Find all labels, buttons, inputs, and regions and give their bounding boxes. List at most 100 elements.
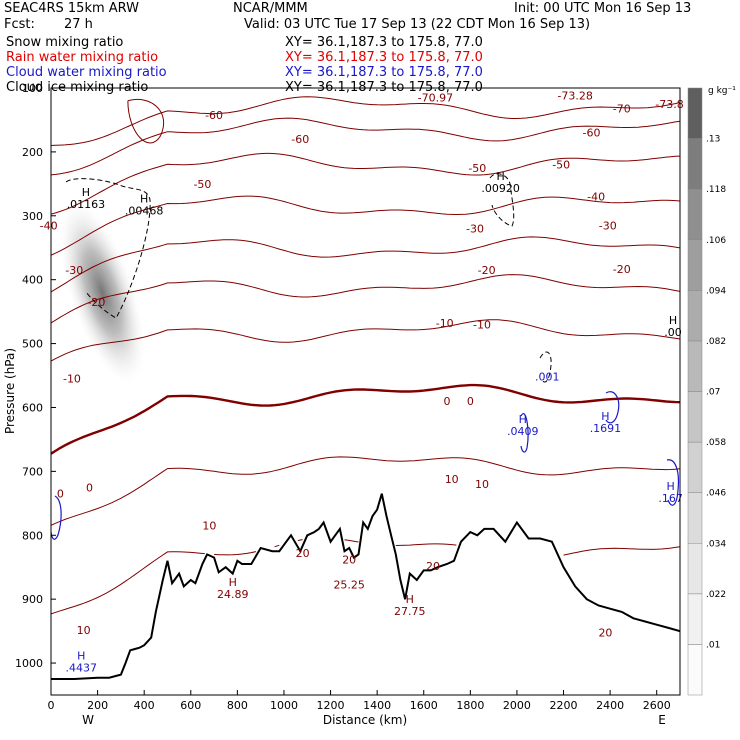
x-tick-label: 2200 — [550, 699, 578, 712]
maximum-value: 27.75 — [394, 605, 426, 618]
colorbar-label: .082 — [706, 337, 726, 347]
maximum-symbol: H — [82, 186, 90, 199]
contour-label: -50 — [552, 159, 570, 172]
y-tick-label: 900 — [22, 593, 43, 606]
x-tick-label: 800 — [227, 699, 248, 712]
contour-label: 20 — [342, 554, 356, 567]
contour-label: 10 — [77, 624, 91, 637]
isotherm-contour — [51, 236, 680, 293]
field-cloud-water-label: Cloud water mixing ratio — [6, 65, 167, 80]
maximum-marker: .001 — [535, 371, 560, 384]
contour-label: -40 — [40, 219, 58, 232]
x-axis-label: Distance (km) — [323, 713, 407, 727]
colorbar-label: .022 — [706, 590, 726, 600]
maximum-symbol: H — [140, 193, 148, 206]
contour-label: -60 — [205, 109, 223, 122]
colorbar-label: .094 — [706, 286, 726, 296]
y-tick-label: 800 — [22, 529, 43, 542]
colorbar-swatch — [687, 340, 703, 392]
contour-label: -30 — [466, 223, 484, 236]
maximum-value: .00 — [664, 326, 682, 339]
maximum-symbol: H — [406, 593, 414, 606]
x-tick-label: 1000 — [270, 699, 298, 712]
maximum-marker: H.4437 — [66, 649, 98, 674]
contour-label: 10 — [202, 520, 216, 533]
contour-label: -73.28 — [557, 90, 592, 103]
colorbar-swatch — [687, 441, 703, 493]
x-tick-label: 200 — [87, 699, 108, 712]
isotherm-contour — [51, 117, 680, 176]
maximum-marker: H.1691 — [590, 410, 622, 435]
x-tick-label: 2400 — [596, 699, 624, 712]
cloud-water-contour — [520, 413, 529, 453]
maximum-value: 25.25 — [333, 578, 365, 591]
colorbar-swatch — [687, 492, 703, 544]
colorbar-label: .034 — [706, 539, 726, 549]
snow-mixing-ratio-field — [59, 201, 145, 384]
contour-label: 20 — [598, 626, 612, 639]
maximum-marker: H27.75 — [394, 593, 426, 618]
maximum-value: .167 — [658, 492, 683, 505]
maximum-symbol: H — [496, 170, 504, 183]
contour-label: -60 — [582, 127, 600, 140]
isotherm-contour — [51, 195, 680, 256]
contour-label: -20 — [87, 296, 105, 309]
colorbar-label: .106 — [706, 236, 726, 246]
contour-label: 0 — [57, 488, 64, 501]
x-tick-label: 1200 — [317, 699, 345, 712]
contour-label: -60 — [291, 133, 309, 146]
x-tick-label: 1400 — [363, 699, 391, 712]
x-tick-label: 600 — [180, 699, 201, 712]
y-tick-label: 500 — [22, 338, 43, 351]
colorbar-title: g kg⁻¹ — [708, 86, 736, 96]
field-rain-label: Rain water mixing ratio — [6, 50, 159, 65]
maximum-value: .0409 — [507, 425, 539, 438]
maximum-marker: H.00920 — [481, 170, 520, 195]
maximum-value: .4437 — [66, 661, 98, 674]
cloud-water-contour — [51, 495, 62, 540]
colorbar-label: .046 — [706, 489, 726, 499]
maximum-value: .01163 — [67, 198, 106, 211]
isotherm-contour — [51, 96, 680, 146]
maximum-marker: H.00468 — [125, 193, 164, 218]
maximum-marker: H.01163 — [67, 186, 106, 211]
maximum-symbol: H — [667, 480, 675, 493]
xy-cloud-water: XY= 36.1,187.3 to 175.8, 77.0 — [285, 65, 483, 80]
maximum-value: .00468 — [125, 205, 164, 218]
colorbar-swatch — [687, 138, 703, 190]
y-tick-label: 600 — [22, 401, 43, 414]
contour-label: -10 — [436, 317, 454, 330]
y-tick-label: 300 — [22, 210, 43, 223]
center-title: NCAR/MMM — [233, 1, 308, 16]
xy-snow: XY= 36.1,187.3 to 175.8, 77.0 — [285, 35, 483, 50]
contour-label: -50 — [193, 178, 211, 191]
colorbar-label: .058 — [706, 438, 726, 448]
valid-time: Valid: 03 UTC Tue 17 Sep 13 (22 CDT Mon … — [244, 17, 591, 32]
contour-label: -40 — [587, 191, 605, 204]
x-tick-label: 2600 — [643, 699, 671, 712]
contour-label: -73.8 — [655, 98, 683, 111]
cloud-ice-contour — [65, 178, 151, 319]
isotherm-contour — [51, 383, 680, 455]
contour-label: 20 — [426, 560, 440, 573]
cloud-ice-contour — [489, 173, 515, 227]
plot-frame — [50, 87, 681, 696]
maximum-value: .00920 — [481, 182, 520, 195]
field-snow-label: Snow mixing ratio — [6, 35, 124, 50]
contour-label: 10 — [475, 478, 489, 491]
isotherm-contour — [51, 319, 680, 362]
maximum-symbol: H — [519, 413, 527, 426]
colorbar-swatch — [687, 188, 703, 241]
forecast-label: Fcst: — [4, 17, 35, 32]
colorbar-label: .118 — [706, 185, 726, 195]
init-time: Init: 00 UTC Mon 16 Sep 13 — [514, 1, 692, 16]
contour-label: -70.97 — [418, 92, 453, 105]
isotherm-contour — [51, 456, 680, 526]
colorbar-label: .13 — [706, 135, 720, 145]
xy-rain: XY= 36.1,187.3 to 175.8, 77.0 — [285, 50, 483, 65]
terrain-profile — [51, 493, 680, 680]
contour-label: 20 — [296, 547, 310, 560]
y-tick-label: 200 — [22, 146, 43, 159]
isotherm-contour — [51, 274, 680, 324]
